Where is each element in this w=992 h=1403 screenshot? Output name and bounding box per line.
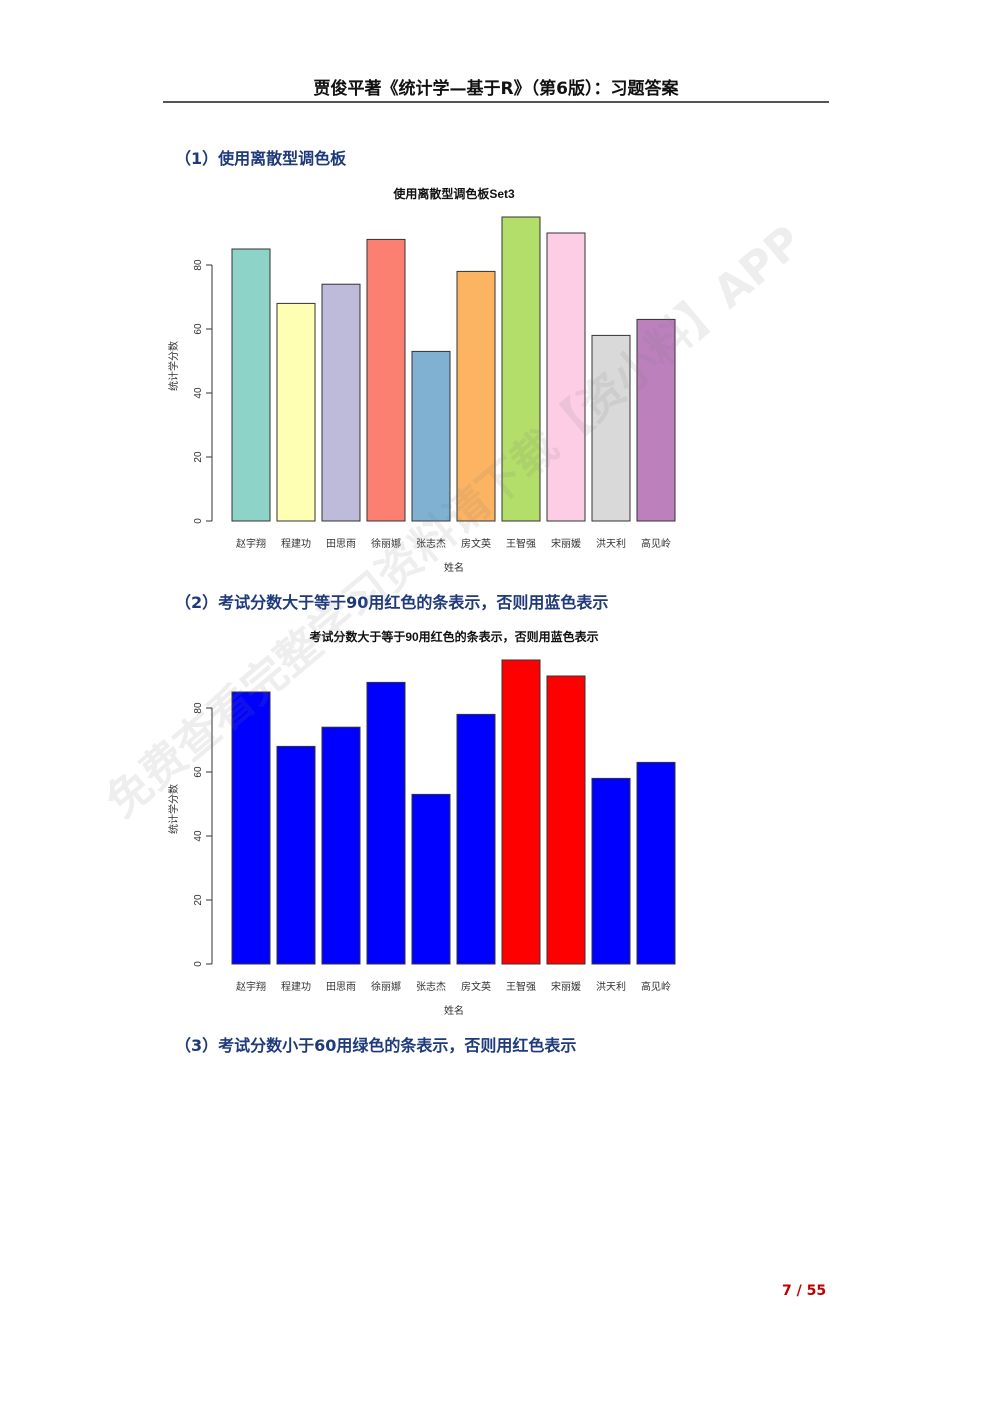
bar bbox=[321, 283, 361, 522]
x-tick-label: 宋丽媛 bbox=[551, 537, 581, 550]
chart-title: 考试分数大于等于90用红色的条表示，否则用蓝色表示 bbox=[309, 629, 598, 644]
bar bbox=[276, 745, 316, 965]
x-tick-label: 徐丽娜 bbox=[371, 980, 401, 993]
y-axis-label: 统计学分数 bbox=[167, 784, 180, 834]
x-tick-label: 高见岭 bbox=[641, 537, 671, 550]
x-tick-label: 宋丽媛 bbox=[551, 980, 581, 993]
y-axis-label: 统计学分数 bbox=[167, 341, 180, 391]
page-number: 7 / 55 bbox=[782, 1283, 826, 1299]
current-page: 7 bbox=[782, 1283, 792, 1299]
y-tick-label: 40 bbox=[193, 830, 204, 842]
section-title: 使用离散型调色板 bbox=[218, 149, 347, 168]
x-axis-label: 姓名 bbox=[444, 561, 464, 574]
x-axis-label: 姓名 bbox=[444, 1004, 464, 1017]
section-2-heading: （2）考试分数大于等于90用红色的条表示，否则用蓝色表示 bbox=[175, 589, 608, 613]
x-tick-label: 洪天利 bbox=[596, 981, 626, 993]
bar bbox=[591, 777, 631, 965]
bar bbox=[636, 318, 676, 522]
bar bbox=[411, 350, 451, 522]
x-tick-label: 赵宇翔 bbox=[236, 537, 266, 550]
page-separator: / bbox=[796, 1283, 802, 1299]
total-pages: 55 bbox=[806, 1283, 827, 1299]
y-tick-label: 0 bbox=[193, 518, 204, 524]
x-tick-label: 赵宇翔 bbox=[236, 980, 266, 993]
bar bbox=[456, 270, 496, 522]
bar bbox=[231, 248, 271, 522]
bar bbox=[591, 334, 631, 522]
bar bbox=[501, 659, 541, 965]
bar-chart-red-blue: 考试分数大于等于90用红色的条表示，否则用蓝色表示 0 20 40 60 80 统计学分数赵… bbox=[167, 629, 676, 1017]
bar bbox=[411, 793, 451, 965]
x-tick-label: 田思雨 bbox=[326, 538, 356, 550]
document-header: 贾俊平著《统计学—基于R》（第6版）：习题答案 bbox=[313, 79, 679, 99]
bar bbox=[546, 675, 586, 965]
x-tick-label: 张志杰 bbox=[416, 980, 446, 993]
bar bbox=[366, 238, 406, 522]
y-tick-label: 40 bbox=[193, 387, 204, 399]
section-title: 考试分数小于60用绿色的条表示，否则用红色表示 bbox=[218, 1036, 577, 1055]
x-tick-label: 田思雨 bbox=[326, 981, 356, 993]
bar bbox=[636, 761, 676, 965]
bar bbox=[321, 726, 361, 965]
section-title: 考试分数大于等于90用红色的条表示，否则用蓝色表示 bbox=[218, 593, 609, 612]
bar bbox=[276, 302, 316, 522]
x-tick-label: 高见岭 bbox=[641, 980, 671, 993]
y-tick-label: 20 bbox=[193, 451, 204, 463]
bar bbox=[366, 681, 406, 965]
x-tick-label: 徐丽娜 bbox=[371, 537, 401, 550]
x-tick-label: 房文英 bbox=[461, 980, 491, 993]
x-tick-label: 洪天利 bbox=[596, 538, 626, 550]
x-tick-label: 王智强 bbox=[506, 537, 536, 550]
section-3-heading: （3）考试分数小于60用绿色的条表示，否则用红色表示 bbox=[175, 1032, 576, 1056]
x-tick-label: 程建功 bbox=[281, 537, 311, 550]
section-1-heading: （1）使用离散型调色板 bbox=[175, 145, 346, 169]
section-number: （3） bbox=[175, 1036, 219, 1055]
bar bbox=[546, 232, 586, 522]
x-tick-label: 房文英 bbox=[461, 537, 491, 550]
bar bbox=[456, 713, 496, 965]
x-tick-label: 程建功 bbox=[281, 980, 311, 993]
section-number: （2） bbox=[175, 593, 219, 612]
x-tick-label: 王智强 bbox=[506, 980, 536, 993]
bar bbox=[501, 216, 541, 522]
y-tick-label: 80 bbox=[193, 259, 204, 271]
y-tick-label: 60 bbox=[193, 323, 204, 335]
chart-title: 使用离散型调色板Set3 bbox=[392, 186, 515, 201]
y-tick-label: 0 bbox=[193, 961, 204, 967]
y-tick-label: 80 bbox=[193, 702, 204, 714]
bar bbox=[231, 691, 271, 965]
x-tick-label: 张志杰 bbox=[416, 537, 446, 550]
section-number: （1） bbox=[175, 149, 219, 168]
y-tick-label: 20 bbox=[193, 894, 204, 906]
header-rule bbox=[163, 101, 829, 103]
y-tick-label: 60 bbox=[193, 766, 204, 778]
